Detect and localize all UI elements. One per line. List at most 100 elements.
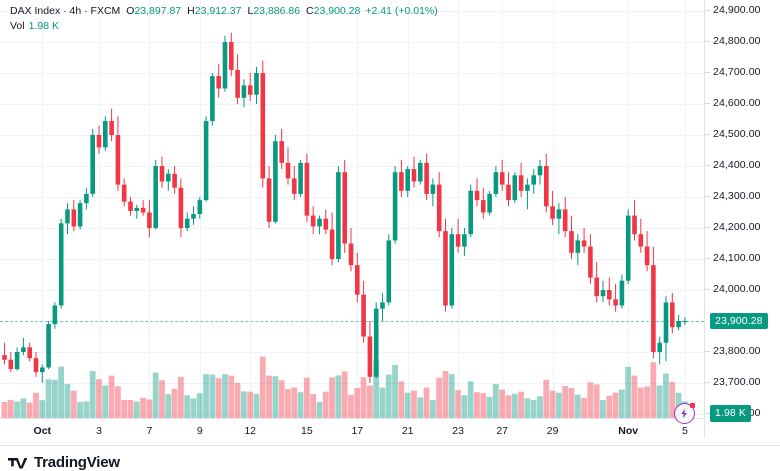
volume-bar — [467, 381, 474, 418]
candle-body — [279, 141, 284, 163]
volume-bar — [177, 376, 184, 418]
price-axis-tick: 24,500.00 — [704, 128, 761, 140]
tick-dash — [704, 258, 710, 259]
price-axis-tick-label: 24,400.00 — [713, 159, 761, 171]
tick-dash — [704, 382, 710, 383]
candle-body — [172, 173, 177, 188]
volume-bar — [543, 379, 550, 418]
volume-bar — [625, 366, 632, 418]
candle-body — [140, 207, 146, 213]
price-axis[interactable]: 24,900.00 24,800.00 24,700.00 24,600.00 24,5… — [704, 0, 780, 438]
candle-body — [298, 162, 303, 194]
volume-bar — [574, 394, 581, 418]
last-price-badge[interactable]: 23,900.28 — [710, 312, 768, 330]
volume-badge[interactable]: 1.98 K — [710, 405, 751, 422]
volume-bar — [209, 374, 216, 418]
price-axis-tick: 24,900.00 — [704, 4, 761, 16]
time-axis-tick-label: 27 — [496, 425, 509, 437]
candle-body — [115, 135, 121, 185]
candle-body — [285, 162, 291, 179]
price-axis-tick-label: 23,700.00 — [713, 376, 761, 388]
candle-wick — [136, 204, 138, 219]
tick-dash — [704, 289, 710, 290]
candle-body — [247, 85, 253, 95]
candle-body — [644, 246, 650, 266]
volume-bar — [335, 375, 342, 418]
volume-bar — [297, 392, 304, 418]
candle-body — [575, 240, 581, 253]
candle-body — [58, 223, 64, 306]
candle-body — [487, 193, 492, 213]
volume-bar — [140, 397, 146, 418]
grid-line-vertical — [42, 0, 43, 418]
volume-bar — [637, 387, 644, 418]
volume-bar — [398, 381, 405, 418]
volume-bar — [285, 389, 291, 418]
volume-bar — [83, 401, 90, 418]
candle-body — [468, 190, 473, 235]
volume-bar — [354, 388, 361, 418]
time-axis-tick-label: 17 — [351, 425, 364, 437]
volume-bar — [102, 385, 109, 418]
volume-bar — [581, 397, 587, 418]
candle-body — [588, 246, 593, 278]
candle-body — [323, 218, 329, 230]
candle-body — [77, 203, 83, 227]
candle-wick — [4, 342, 5, 365]
tick-dash — [704, 72, 710, 73]
volume-bar — [133, 401, 140, 418]
volume-bar — [492, 383, 499, 418]
volume-bar — [1, 402, 8, 418]
tradingview-wordmark: TradingView — [34, 454, 120, 471]
time-axis[interactable]: Oct 3 7 9 12 15 17 21 23 27 29 Nov 5 — [0, 419, 704, 445]
tick-dash — [704, 41, 710, 42]
replay-bolt-icon[interactable] — [674, 403, 696, 424]
candle-body — [90, 135, 95, 194]
volume-bar — [152, 372, 159, 418]
time-axis-tick-label: Oct — [33, 425, 52, 437]
candle-body — [455, 234, 461, 247]
candle-body — [537, 166, 543, 176]
price-axis-tick: 24,100.00 — [704, 252, 761, 264]
time-axis-tick-label: 9 — [196, 425, 203, 437]
candle-body — [373, 308, 379, 377]
candle-body — [210, 76, 215, 122]
volume-bar — [196, 393, 203, 418]
candle-body — [292, 178, 297, 194]
grid-line-vertical — [250, 0, 251, 418]
price-axis-tick: 24,400.00 — [704, 159, 761, 171]
volume-bar — [266, 375, 272, 418]
grid-line-vertical — [357, 0, 358, 418]
candle-body — [594, 277, 599, 297]
volume-bar — [366, 385, 373, 418]
candle-body — [33, 358, 39, 373]
candle-body — [506, 184, 511, 201]
tick-dash — [704, 351, 710, 352]
candle-wick — [41, 364, 43, 383]
candle-body — [531, 175, 536, 185]
volume-bar — [127, 399, 134, 418]
volume-bar — [518, 391, 524, 418]
price-axis-tick: 23,800.00 — [704, 345, 761, 357]
chart-pane[interactable] — [0, 0, 704, 418]
candle-body — [222, 42, 228, 89]
time-axis-tick-label: 29 — [546, 425, 559, 437]
grid-line-horizontal — [0, 414, 704, 415]
grid-line-horizontal — [0, 197, 704, 198]
volume-bar — [159, 380, 165, 418]
candle-body — [134, 207, 140, 211]
candle-body — [544, 166, 549, 207]
candle-body — [474, 190, 480, 201]
candle-body — [235, 69, 240, 98]
volume-bar — [587, 382, 594, 418]
volume-bar — [486, 396, 493, 418]
grid-line-vertical — [458, 0, 459, 418]
candle-body — [40, 367, 45, 373]
candle-body — [128, 201, 133, 211]
volume-bar — [278, 380, 285, 418]
candle-body — [663, 302, 669, 343]
candle-body — [96, 135, 102, 148]
price-axis-tick: 23,700.00 — [704, 376, 761, 388]
volume-bar — [64, 383, 71, 418]
candle-body — [399, 172, 404, 191]
